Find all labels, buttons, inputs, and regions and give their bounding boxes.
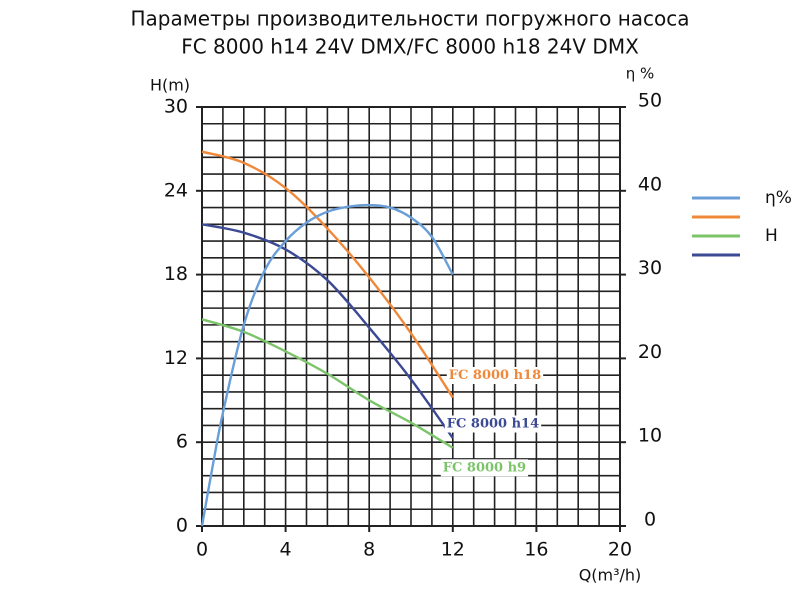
line (201, 318, 454, 449)
y2-tick-label: 50 (638, 90, 662, 112)
y2-tick-label: 10 (638, 425, 662, 447)
curve-label-bg (446, 367, 544, 385)
x-tick-label: 0 (196, 539, 208, 561)
curve-label-bg (440, 459, 529, 477)
chart-subtitle: FC 8000 h14 24V DMX/FC 8000 h18 24V DMX (181, 35, 639, 59)
y-tick-label: 0 (176, 515, 188, 537)
curve-label-bg (444, 415, 542, 433)
chart-title: Параметры производительности погружного … (130, 7, 689, 31)
x-tick-label: 4 (280, 539, 292, 561)
line (201, 150, 454, 399)
y2-tick-label: 30 (638, 257, 662, 279)
y-tick-label: 24 (164, 179, 188, 201)
legend-label: H (765, 226, 778, 246)
line (200, 203, 454, 527)
y-tick-label: 12 (164, 347, 188, 369)
y2-axis-label: η % (626, 65, 655, 83)
curve-label: FC 8000 h9 (443, 460, 526, 475)
y2-tick-label: 40 (638, 173, 662, 195)
x-axis-label: Q(m³/h) (579, 566, 642, 585)
x-tick-label: 16 (524, 539, 548, 561)
y-tick-label: 30 (164, 96, 188, 118)
y-tick-label: 6 (176, 431, 188, 453)
x-tick-label: 12 (441, 539, 465, 561)
curve-label: FC 8000 h14 (447, 417, 539, 432)
y-axis-label: H(m) (150, 76, 190, 95)
x-tick-label: 8 (363, 539, 375, 561)
curve-label: FC 8000 h18 (449, 368, 541, 383)
y2-tick-label: 20 (638, 341, 662, 363)
plot-frame (201, 106, 621, 527)
legend-label: η% (765, 188, 792, 208)
x-tick-label: 20 (608, 539, 632, 561)
line (201, 223, 454, 439)
y2-tick-label: 0 (644, 509, 656, 531)
y-tick-label: 18 (164, 263, 188, 285)
